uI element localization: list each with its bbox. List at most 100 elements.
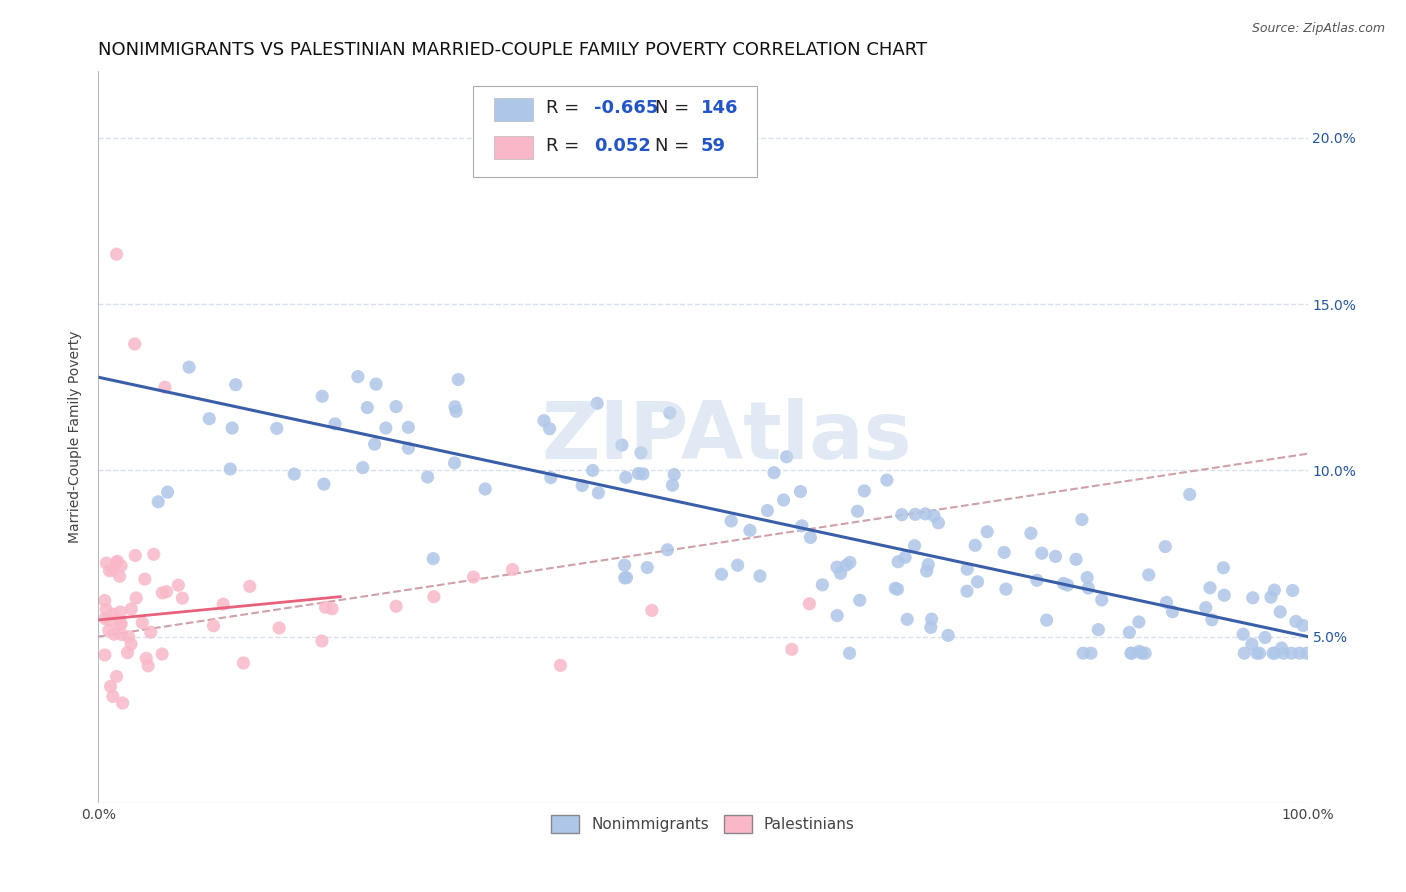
Point: [904, 508, 927, 522]
Point: [661, 478, 683, 492]
Point: [352, 460, 374, 475]
Point: [658, 406, 681, 420]
Point: [738, 524, 761, 538]
Bar: [494, 136, 533, 159]
Point: [125, 591, 148, 605]
Point: [614, 470, 637, 484]
Point: [148, 495, 170, 509]
Point: [1031, 546, 1053, 560]
Text: -0.665: -0.665: [595, 99, 658, 117]
Point: [613, 558, 636, 573]
Point: [780, 642, 803, 657]
Point: [1261, 646, 1284, 660]
Point: [139, 625, 162, 640]
Point: [1270, 640, 1292, 655]
Point: [110, 617, 132, 632]
Point: [789, 484, 811, 499]
Point: [1071, 646, 1094, 660]
Text: Source: ZipAtlas.com: Source: ZipAtlas.com: [1251, 22, 1385, 36]
Point: [124, 337, 146, 351]
Point: [117, 646, 139, 660]
Point: [266, 421, 288, 435]
Point: [202, 619, 225, 633]
Point: [838, 646, 860, 660]
Point: [1056, 578, 1078, 592]
Point: [283, 467, 305, 481]
Point: [198, 411, 221, 425]
Point: [1121, 646, 1143, 660]
Point: [105, 556, 128, 570]
Point: [571, 478, 593, 492]
Point: [103, 627, 125, 641]
Point: [444, 404, 467, 418]
Point: [120, 602, 142, 616]
Point: [501, 562, 523, 576]
Point: [1135, 646, 1157, 660]
Point: [105, 247, 128, 261]
Point: [269, 621, 291, 635]
Point: [124, 549, 146, 563]
Point: [444, 400, 467, 414]
Point: [142, 547, 165, 561]
Point: [463, 570, 485, 584]
Point: [1178, 487, 1201, 501]
Point: [894, 550, 917, 565]
Point: [775, 450, 797, 464]
Point: [588, 486, 610, 500]
Point: [1240, 637, 1263, 651]
Point: [1080, 646, 1102, 660]
Text: N =: N =: [655, 137, 695, 155]
Point: [239, 579, 262, 593]
Point: [150, 586, 173, 600]
Point: [1091, 593, 1114, 607]
Point: [936, 628, 959, 642]
Point: [1281, 583, 1303, 598]
Point: [825, 608, 848, 623]
Point: [838, 556, 860, 570]
Point: [1119, 646, 1142, 660]
Point: [110, 616, 132, 631]
Point: [385, 599, 408, 614]
Point: [636, 560, 658, 574]
Point: [225, 377, 247, 392]
Point: [363, 437, 385, 451]
Point: [627, 467, 650, 481]
Point: [447, 372, 470, 386]
Point: [311, 389, 333, 403]
Point: [884, 582, 907, 596]
Point: [846, 504, 869, 518]
Point: [799, 531, 821, 545]
Point: [321, 601, 343, 615]
Point: [1272, 646, 1295, 660]
Point: [710, 567, 733, 582]
Point: [1045, 549, 1067, 564]
Point: [965, 538, 987, 552]
Point: [1087, 623, 1109, 637]
Point: [1264, 646, 1286, 660]
Point: [97, 624, 120, 638]
Point: [134, 572, 156, 586]
Point: [212, 597, 235, 611]
Point: [641, 603, 664, 617]
Point: [1070, 512, 1092, 526]
Point: [172, 591, 194, 606]
Point: [110, 627, 132, 641]
Point: [1201, 613, 1223, 627]
Point: [550, 658, 572, 673]
Point: [1195, 600, 1218, 615]
Point: [1064, 552, 1087, 566]
Point: [167, 578, 190, 592]
Point: [927, 516, 949, 530]
Point: [538, 422, 561, 436]
Point: [105, 669, 128, 683]
Point: [101, 690, 124, 704]
Y-axis label: Married-Couple Family Poverty: Married-Couple Family Poverty: [69, 331, 83, 543]
Point: [920, 620, 942, 634]
Legend: Nonimmigrants, Palestinians: Nonimmigrants, Palestinians: [546, 809, 860, 839]
Point: [853, 483, 876, 498]
Point: [221, 421, 243, 435]
Point: [876, 473, 898, 487]
Point: [890, 508, 912, 522]
Point: [1260, 590, 1282, 604]
Point: [100, 680, 122, 694]
